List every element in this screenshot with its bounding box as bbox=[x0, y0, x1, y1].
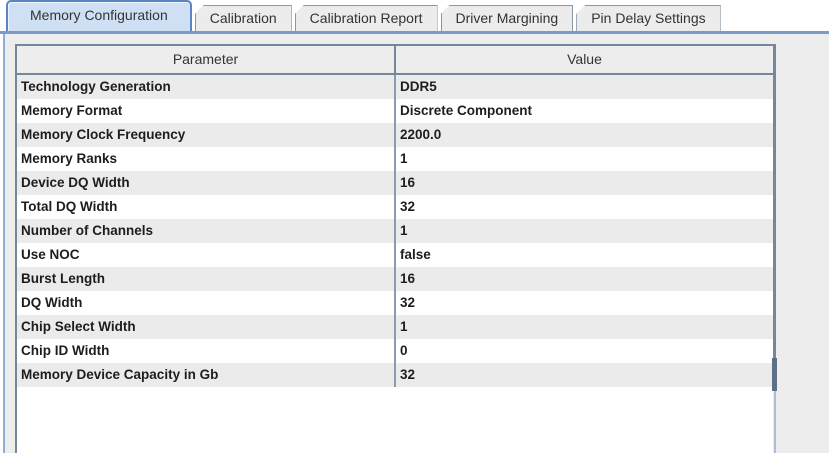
column-header-value[interactable]: Value bbox=[394, 46, 773, 73]
parameter-cell: Device DQ Width bbox=[21, 175, 130, 190]
value-cell[interactable]: 2200.0 bbox=[394, 123, 773, 147]
value-cell[interactable]: 1 bbox=[394, 315, 773, 339]
value-cell[interactable]: false bbox=[394, 243, 773, 267]
table-row[interactable]: Chip Select Width 1 bbox=[17, 315, 773, 339]
value-cell[interactable]: 32 bbox=[394, 363, 773, 387]
value-cell[interactable]: 32 bbox=[394, 291, 773, 315]
parameter-cell: Chip Select Width bbox=[21, 319, 136, 334]
parameter-cell: Technology Generation bbox=[21, 79, 171, 94]
table-row[interactable]: Number of Channels 1 bbox=[17, 219, 773, 243]
tab-calibration[interactable]: Calibration bbox=[194, 5, 292, 31]
value-cell[interactable]: 16 bbox=[394, 171, 773, 195]
parameter-cell: DQ Width bbox=[21, 295, 83, 310]
table-row[interactable]: Chip ID Width 0 bbox=[17, 339, 773, 363]
table-row[interactable]: DQ Width 32 bbox=[17, 291, 773, 315]
column-header-parameter[interactable]: Parameter bbox=[172, 51, 239, 67]
tab-underline bbox=[0, 31, 829, 34]
table-row[interactable]: Memory Ranks 1 bbox=[17, 147, 773, 171]
table-row[interactable]: Use NOC false bbox=[17, 243, 773, 267]
table-row[interactable]: Memory Format Discrete Component bbox=[17, 99, 773, 123]
parameter-cell: Memory Format bbox=[21, 103, 123, 118]
table-right-border-lower bbox=[774, 391, 776, 453]
panel-left-edge bbox=[0, 34, 3, 453]
parameter-cell: Memory Ranks bbox=[21, 151, 118, 166]
table-row[interactable]: Device DQ Width 16 bbox=[17, 171, 773, 195]
parameter-cell: Memory Device Capacity in Gb bbox=[21, 367, 219, 382]
table-right-border bbox=[773, 44, 776, 391]
parameter-cell: Chip ID Width bbox=[21, 343, 110, 358]
parameter-cell: Use NOC bbox=[21, 247, 80, 262]
value-cell[interactable]: 0 bbox=[394, 339, 773, 363]
parameter-table: Parameter Value Technology Generation DD… bbox=[15, 44, 773, 453]
tab-calibration-report[interactable]: Calibration Report bbox=[294, 5, 438, 31]
value-cell[interactable]: Discrete Component bbox=[394, 99, 773, 123]
table-row[interactable]: Burst Length 16 bbox=[17, 267, 773, 291]
tab-bar: Memory Configuration Calibration Calibra… bbox=[0, 0, 829, 34]
parameter-cell: Number of Channels bbox=[21, 223, 154, 238]
parameter-cell: Total DQ Width bbox=[21, 199, 118, 214]
parameter-cell: Memory Clock Frequency bbox=[21, 127, 186, 142]
value-cell[interactable]: 1 bbox=[394, 147, 773, 171]
tab-memory-configuration[interactable]: Memory Configuration bbox=[6, 0, 192, 31]
value-cell[interactable]: DDR5 bbox=[394, 75, 773, 99]
scrollbar-thumb[interactable] bbox=[772, 358, 777, 391]
parameter-cell: Burst Length bbox=[21, 271, 105, 286]
value-cell[interactable]: 16 bbox=[394, 267, 773, 291]
value-cell[interactable]: 32 bbox=[394, 195, 773, 219]
table-row[interactable]: Technology Generation DDR5 bbox=[17, 75, 773, 99]
tab-strip: Memory Configuration Calibration Calibra… bbox=[6, 0, 829, 31]
panel-left-border bbox=[3, 34, 5, 453]
table-row[interactable]: Memory Device Capacity in Gb 32 bbox=[17, 363, 773, 387]
tab-pin-delay-settings[interactable]: Pin Delay Settings bbox=[576, 5, 721, 31]
value-cell[interactable]: 1 bbox=[394, 219, 773, 243]
table-header: Parameter Value bbox=[17, 46, 773, 75]
table-row[interactable]: Total DQ Width 32 bbox=[17, 195, 773, 219]
table-row[interactable]: Memory Clock Frequency 2200.0 bbox=[17, 123, 773, 147]
tab-driver-margining[interactable]: Driver Margining bbox=[440, 5, 574, 31]
